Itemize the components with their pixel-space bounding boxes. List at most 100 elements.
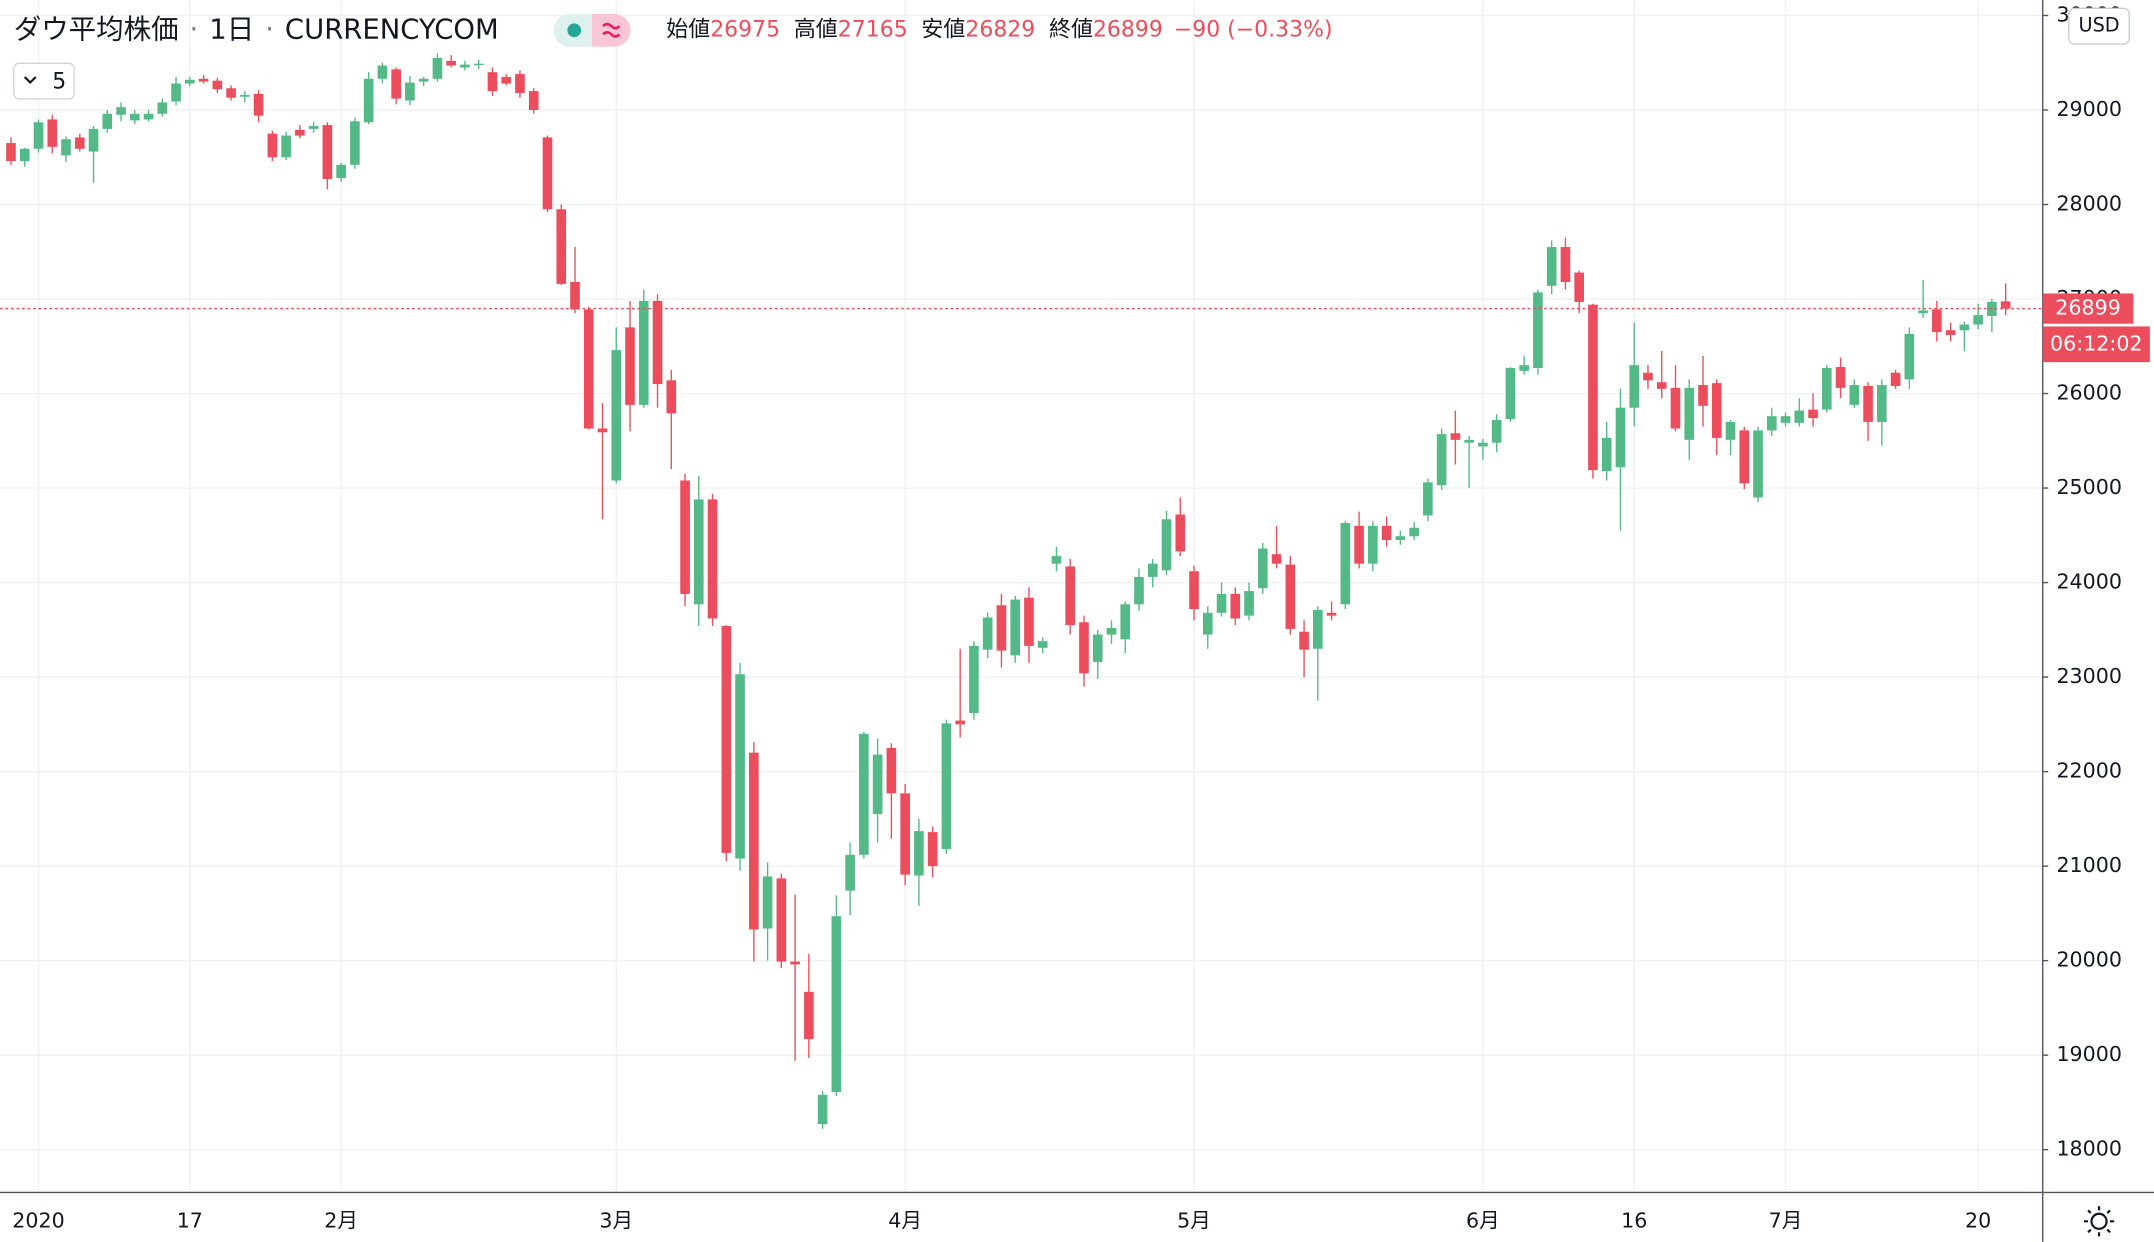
candle-body xyxy=(1244,591,1254,616)
candle-body xyxy=(900,793,910,875)
candle-body xyxy=(1147,563,1158,577)
candle-body xyxy=(1615,407,1626,468)
candle-body xyxy=(1643,372,1653,381)
last-price-label: 26899 xyxy=(2055,296,2121,320)
indicator-count: 5 xyxy=(52,70,66,95)
candle-body xyxy=(804,991,814,1040)
x-tick-label: 4月 xyxy=(888,1208,922,1232)
candle-body xyxy=(129,113,140,121)
candle-body xyxy=(1010,599,1021,656)
candle-body xyxy=(528,91,539,110)
candle-body xyxy=(6,143,16,162)
candle-body xyxy=(556,209,567,284)
chart-title: ダウ平均株価 xyxy=(14,14,179,45)
separator: · xyxy=(265,14,274,45)
candle-body xyxy=(501,76,512,84)
candle-body xyxy=(570,282,580,310)
candle-body xyxy=(1753,430,1763,498)
candle-body xyxy=(1423,482,1433,516)
candle-body xyxy=(1134,576,1144,605)
candle-body xyxy=(1766,416,1777,431)
candle-body xyxy=(1656,382,1667,389)
candle-body xyxy=(1533,292,1543,369)
y-tick-label: 25000 xyxy=(2056,475,2122,499)
ohlc-value: 26899 xyxy=(1093,17,1163,42)
candle-body xyxy=(1629,365,1640,408)
candle-body xyxy=(1395,536,1406,541)
candle-body xyxy=(872,754,883,815)
change-value: −90 (−0.33%) xyxy=(1174,17,1333,42)
candle-body xyxy=(1409,527,1419,537)
candle-body xyxy=(1725,421,1736,440)
candle-body xyxy=(638,300,649,405)
x-tick-label: 5月 xyxy=(1177,1208,1211,1232)
candle-body xyxy=(1464,439,1474,443)
market-open-dot xyxy=(567,23,582,38)
candle-body xyxy=(1354,525,1364,564)
candle-body xyxy=(776,878,787,962)
ohlc-value: 26975 xyxy=(710,17,780,42)
candle-body xyxy=(955,720,965,725)
candle-body xyxy=(1821,368,1832,410)
ohlc-label: 始値 xyxy=(666,17,710,42)
candle-body xyxy=(1368,525,1378,564)
source: CURRENCYCOM xyxy=(285,14,499,45)
y-tick-label: 22000 xyxy=(2056,759,2122,783)
candle-body xyxy=(1037,641,1048,648)
x-tick-label: 7月 xyxy=(1769,1208,1803,1232)
candle-body xyxy=(308,126,319,129)
candle-body xyxy=(1670,387,1681,429)
candle-body xyxy=(1601,437,1612,472)
candle-body xyxy=(1299,631,1309,650)
currency-label: USD xyxy=(2079,14,2120,37)
x-tick-label: 2020 xyxy=(12,1208,64,1232)
candle-body xyxy=(680,480,690,594)
candle-body xyxy=(735,674,745,859)
currency-box[interactable] xyxy=(2068,7,2130,45)
candle-body xyxy=(1698,385,1708,406)
candle-body xyxy=(707,499,718,619)
candle-body xyxy=(418,78,429,82)
x-tick-label: 16 xyxy=(1621,1208,1647,1232)
candle-body xyxy=(611,350,622,481)
candle-body xyxy=(102,113,113,129)
candle-body xyxy=(1202,612,1213,635)
candle-body xyxy=(2000,301,2011,309)
candle-body xyxy=(625,327,635,405)
candle-body xyxy=(859,733,869,855)
candle-body xyxy=(350,121,360,165)
replay-pill[interactable] xyxy=(592,13,631,47)
candles xyxy=(0,53,2043,1129)
candle-body xyxy=(817,1094,828,1125)
ohlc-label: 高値 xyxy=(794,17,838,42)
candle-body xyxy=(1313,609,1323,649)
candle-body xyxy=(1216,593,1227,613)
candle-body xyxy=(1574,272,1585,302)
candle-body xyxy=(941,723,952,850)
x-tick-label: 2月 xyxy=(324,1208,358,1232)
grid xyxy=(0,0,2043,1193)
candle-body xyxy=(1381,525,1392,541)
candle-body xyxy=(1932,309,1942,333)
y-tick-label: 21000 xyxy=(2056,853,2122,877)
countdown-tag xyxy=(2042,326,2150,363)
last-price-tag xyxy=(2042,293,2134,324)
candle-body xyxy=(969,645,979,713)
candle-body xyxy=(1340,523,1351,605)
chart-header: ダウ平均株価 · 1日 · CURRENCYCOM xyxy=(14,14,499,45)
settings-icon[interactable] xyxy=(2083,1206,2115,1237)
candle-body xyxy=(446,60,457,66)
candle-body xyxy=(1051,556,1062,564)
candle-body xyxy=(322,125,333,179)
candle-body xyxy=(171,83,181,102)
candle-body xyxy=(1973,315,1983,325)
sun-core xyxy=(2090,1212,2108,1230)
candle-body xyxy=(88,128,99,152)
indicator-dropdown[interactable] xyxy=(13,62,75,100)
candle-body xyxy=(996,605,1007,651)
ohlc-value: 27165 xyxy=(838,17,908,42)
candle-body xyxy=(1079,622,1089,674)
candle-body xyxy=(1546,247,1557,286)
